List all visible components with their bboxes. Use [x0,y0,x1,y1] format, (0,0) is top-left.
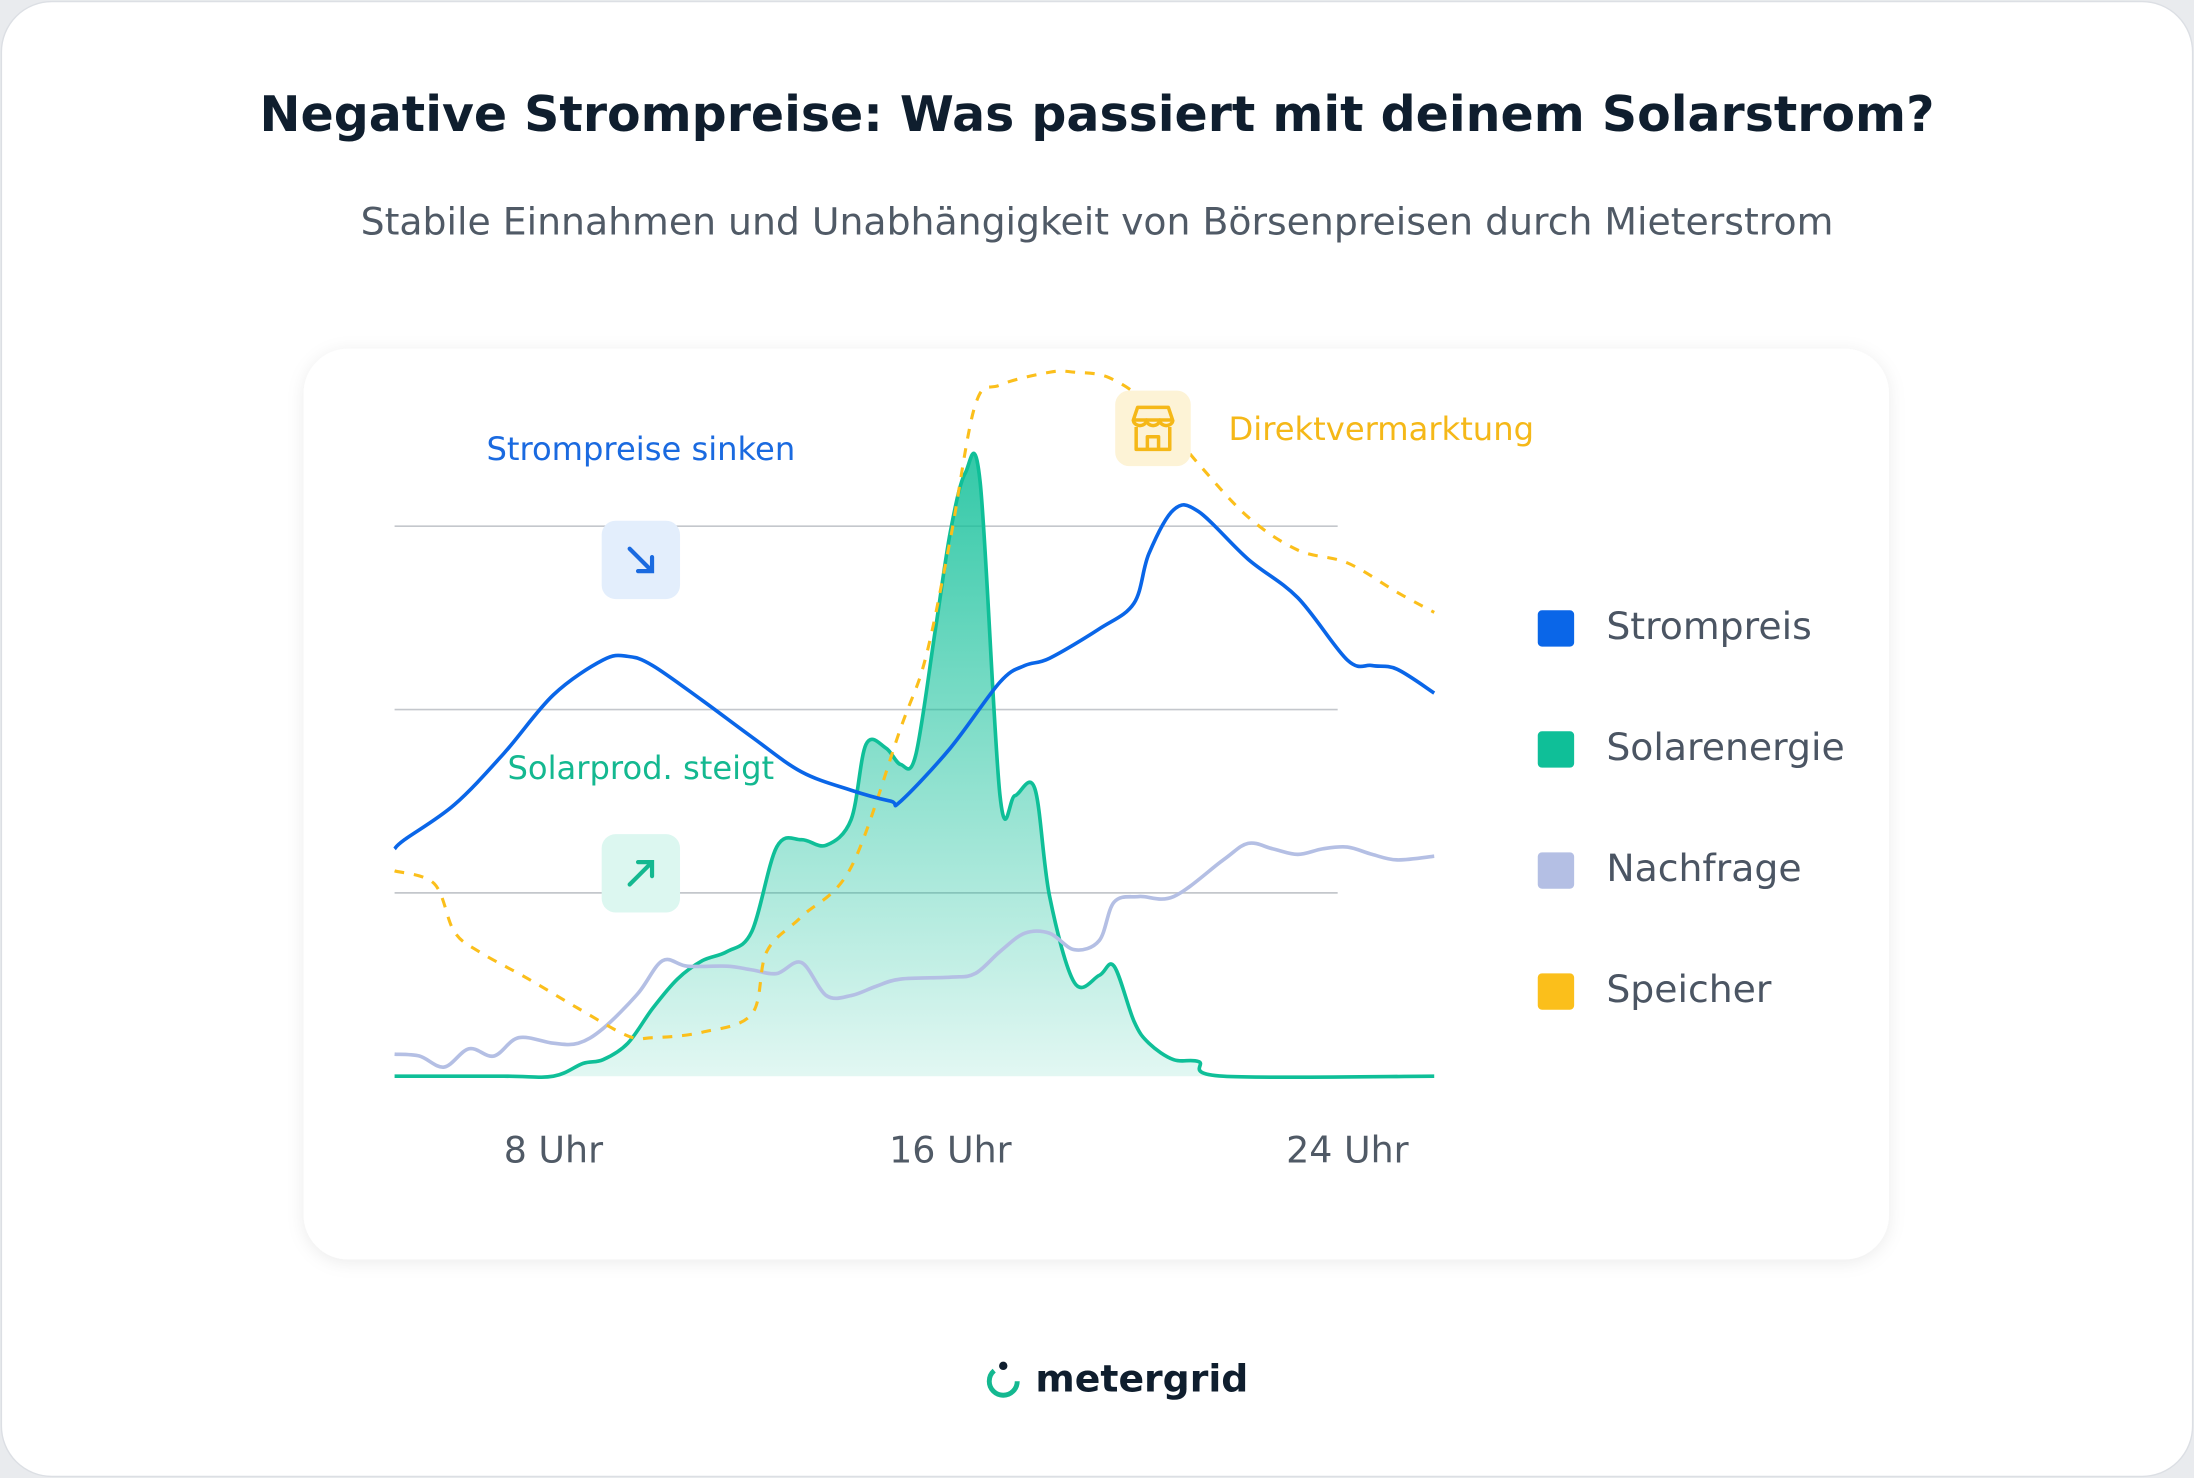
line [393,503,1436,851]
logo-dot [999,1361,1008,1371]
annotation: Direktvermarktung [1229,410,1535,448]
area [394,453,1435,1078]
line [394,451,1435,1080]
x-tick-label: 24 Uhr [1286,1128,1409,1171]
store-icon [1131,405,1175,452]
logo: metergrid [986,1357,1248,1401]
chart-title: Negative Strompreise: Was passiert mit d… [260,86,1935,143]
legend-label: Solarenergie [1606,725,1844,769]
plot: 8 Uhr 16 Uhr 24 Uhr [393,369,1436,1171]
legend-swatch [1537,731,1575,768]
icon-box [1115,390,1191,467]
x-tick-label: 16 Uhr [889,1128,1012,1171]
logo-mark [986,1364,1020,1398]
legend-label: Strompreis [1606,604,1811,648]
legend-label: Nachfrage [1606,846,1801,890]
line [394,369,1435,1041]
line [394,841,1435,1069]
legend-swatch [1537,852,1575,889]
arrow-up-icon [627,860,655,887]
legend-swatch [1537,610,1575,647]
chart-card [303,348,1889,1260]
chart-subtitle: Stabile Einnahmen und Unabhängigkeit von… [361,200,1834,244]
legend-swatch [1537,973,1575,1010]
annotation: Solarprod. steigt [508,749,775,787]
annotation: Strompreise sinken [486,430,795,468]
legend-label: Speicher [1606,967,1772,1011]
logo-text: metergrid [1035,1357,1248,1401]
arrow-down-icon [627,546,655,574]
x-tick-label: 8 Uhr [504,1128,603,1171]
